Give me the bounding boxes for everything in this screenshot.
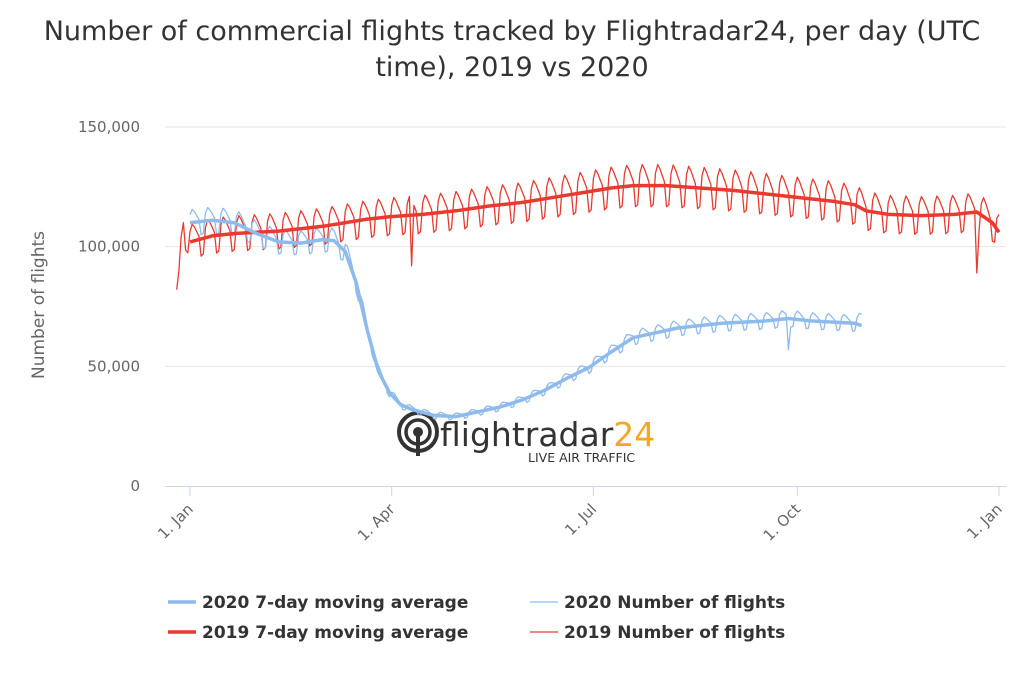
x-tick-label: 1. Jul — [561, 500, 600, 539]
legend-item[interactable]: 2020 7-day moving average — [168, 593, 468, 613]
legend-item[interactable]: 2019 Number of flights — [530, 623, 785, 643]
legend-item[interactable]: 2019 7-day moving average — [168, 623, 468, 643]
legend-label: 2019 7-day moving average — [202, 623, 468, 643]
x-tick-label: 1. Jan — [154, 500, 197, 543]
logo-tagline: LIVE AIR TRAFFIC — [528, 450, 635, 465]
y-axis-title: Number of flights — [29, 231, 49, 379]
x-tick-label: 1. Jan — [963, 500, 1006, 543]
chart-title: Number of commercial flights tracked by … — [43, 16, 981, 83]
legend-label: 2019 Number of flights — [564, 623, 785, 643]
y-tick-label: 100,000 — [78, 238, 140, 256]
series-line-2019-7-day-moving-average[interactable] — [189, 183, 1001, 244]
y-tick-label: 50,000 — [88, 357, 141, 375]
legend-label: 2020 Number of flights — [564, 593, 785, 613]
legend[interactable]: 2020 7-day moving average 2020 Number of … — [168, 593, 785, 643]
flightradar24-logo: flightradar24 LIVE AIR TRAFFIC — [397, 411, 655, 465]
legend-item[interactable]: 2020 Number of flights — [530, 593, 785, 613]
grid-lines — [165, 126, 1006, 367]
x-tick-label: 1. Oct — [760, 500, 805, 545]
x-axis: 1. Jan 1. Apr 1. Jul 1. Oct 1. Jan — [154, 486, 1006, 545]
y-tick-label: 150,000 — [78, 118, 140, 136]
series-line-2019-number-of-flights[interactable] — [176, 163, 1000, 290]
y-tick-label: 0 — [130, 477, 140, 495]
series-line-2020-number-of-flights[interactable] — [189, 206, 862, 421]
logo-brand: flightradar24 — [440, 415, 655, 454]
radar-icon — [397, 411, 439, 456]
y-axis-ticks: 0 50,000 100,000 150,000 — [78, 118, 140, 495]
series — [176, 163, 1001, 421]
legend-label: 2020 7-day moving average — [202, 593, 468, 613]
series-line-2020-7-day-moving-average[interactable] — [189, 218, 863, 419]
x-tick-label: 1. Apr — [354, 500, 399, 545]
